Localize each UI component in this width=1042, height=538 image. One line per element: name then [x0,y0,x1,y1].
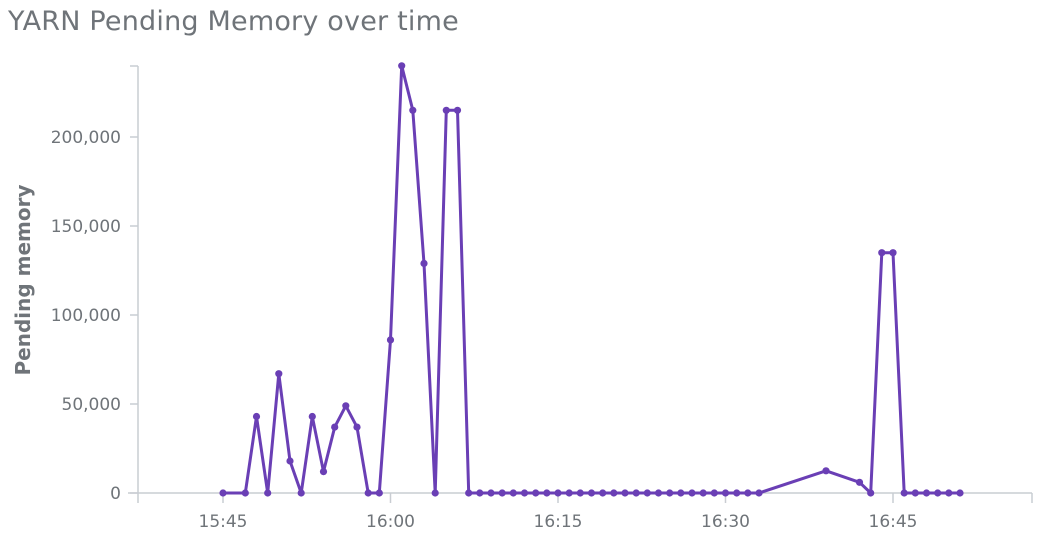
chart-title: YARN Pending Memory over time [8,6,459,37]
y-tick-label: 50,000 [62,395,121,415]
data-point [889,249,897,257]
x-tick-label: 16:45 [869,512,918,532]
data-point [252,412,261,421]
data-point [308,412,316,421]
data-point [599,489,607,497]
data-point [878,249,886,257]
x-tick-label: 16:15 [534,512,583,532]
axes [128,65,1033,503]
y-tick-label: 200,000 [51,128,121,148]
data-point [632,489,640,497]
data-point [643,489,651,497]
data-point [375,489,383,497]
data-point [956,489,964,497]
data-point [822,467,830,475]
data-point [487,489,495,497]
data-point [409,106,417,114]
data-point [744,489,752,497]
data-point [677,489,685,497]
data-point [733,489,741,497]
data-point [610,489,618,497]
data-point [364,489,372,497]
data-point [666,489,674,497]
x-tick-label: 16:30 [701,512,750,532]
data-point [576,489,584,497]
data-point [710,489,718,497]
data-point [297,489,305,497]
data-point [911,489,919,497]
data-point [721,489,730,497]
data-point [554,489,562,497]
data-point [286,457,294,465]
data-series [219,62,964,497]
data-point [465,489,473,497]
data-point [219,489,227,497]
y-tick-label: 100,000 [51,306,121,326]
data-point [699,489,707,497]
data-point [520,489,529,497]
data-point [688,489,696,497]
data-point [945,489,953,497]
data-point [453,106,462,114]
data-point [587,489,596,497]
data-point [565,489,573,497]
data-point [509,489,517,497]
data-point [275,370,283,378]
data-point [900,489,908,497]
data-point [498,489,506,497]
data-point [342,402,350,410]
data-point [934,489,942,497]
data-point [867,489,875,497]
data-point [353,423,361,431]
data-point [532,489,540,497]
data-point [331,423,339,431]
y-axis-label: Pending memory [11,184,35,375]
data-point [264,489,272,497]
data-point [621,489,629,497]
data-point [431,489,439,497]
x-tick-label: 16:00 [366,512,415,532]
y-tick-label: 0 [110,484,121,504]
data-point [654,489,663,497]
data-point [241,489,249,497]
data-point [922,489,931,497]
data-point [855,478,864,486]
data-point [420,259,428,267]
data-point [319,468,328,476]
data-point [442,106,450,114]
data-point [755,489,763,497]
data-point [543,489,551,497]
data-point [386,336,395,344]
data-point [398,62,406,70]
data-point [476,489,484,497]
x-tick-label: 15:45 [199,512,248,532]
y-tick-label: 150,000 [51,217,121,237]
tick-labels: 0 50,000 100,000 150,000 200,000 15:45 16:00 16… [51,128,918,532]
